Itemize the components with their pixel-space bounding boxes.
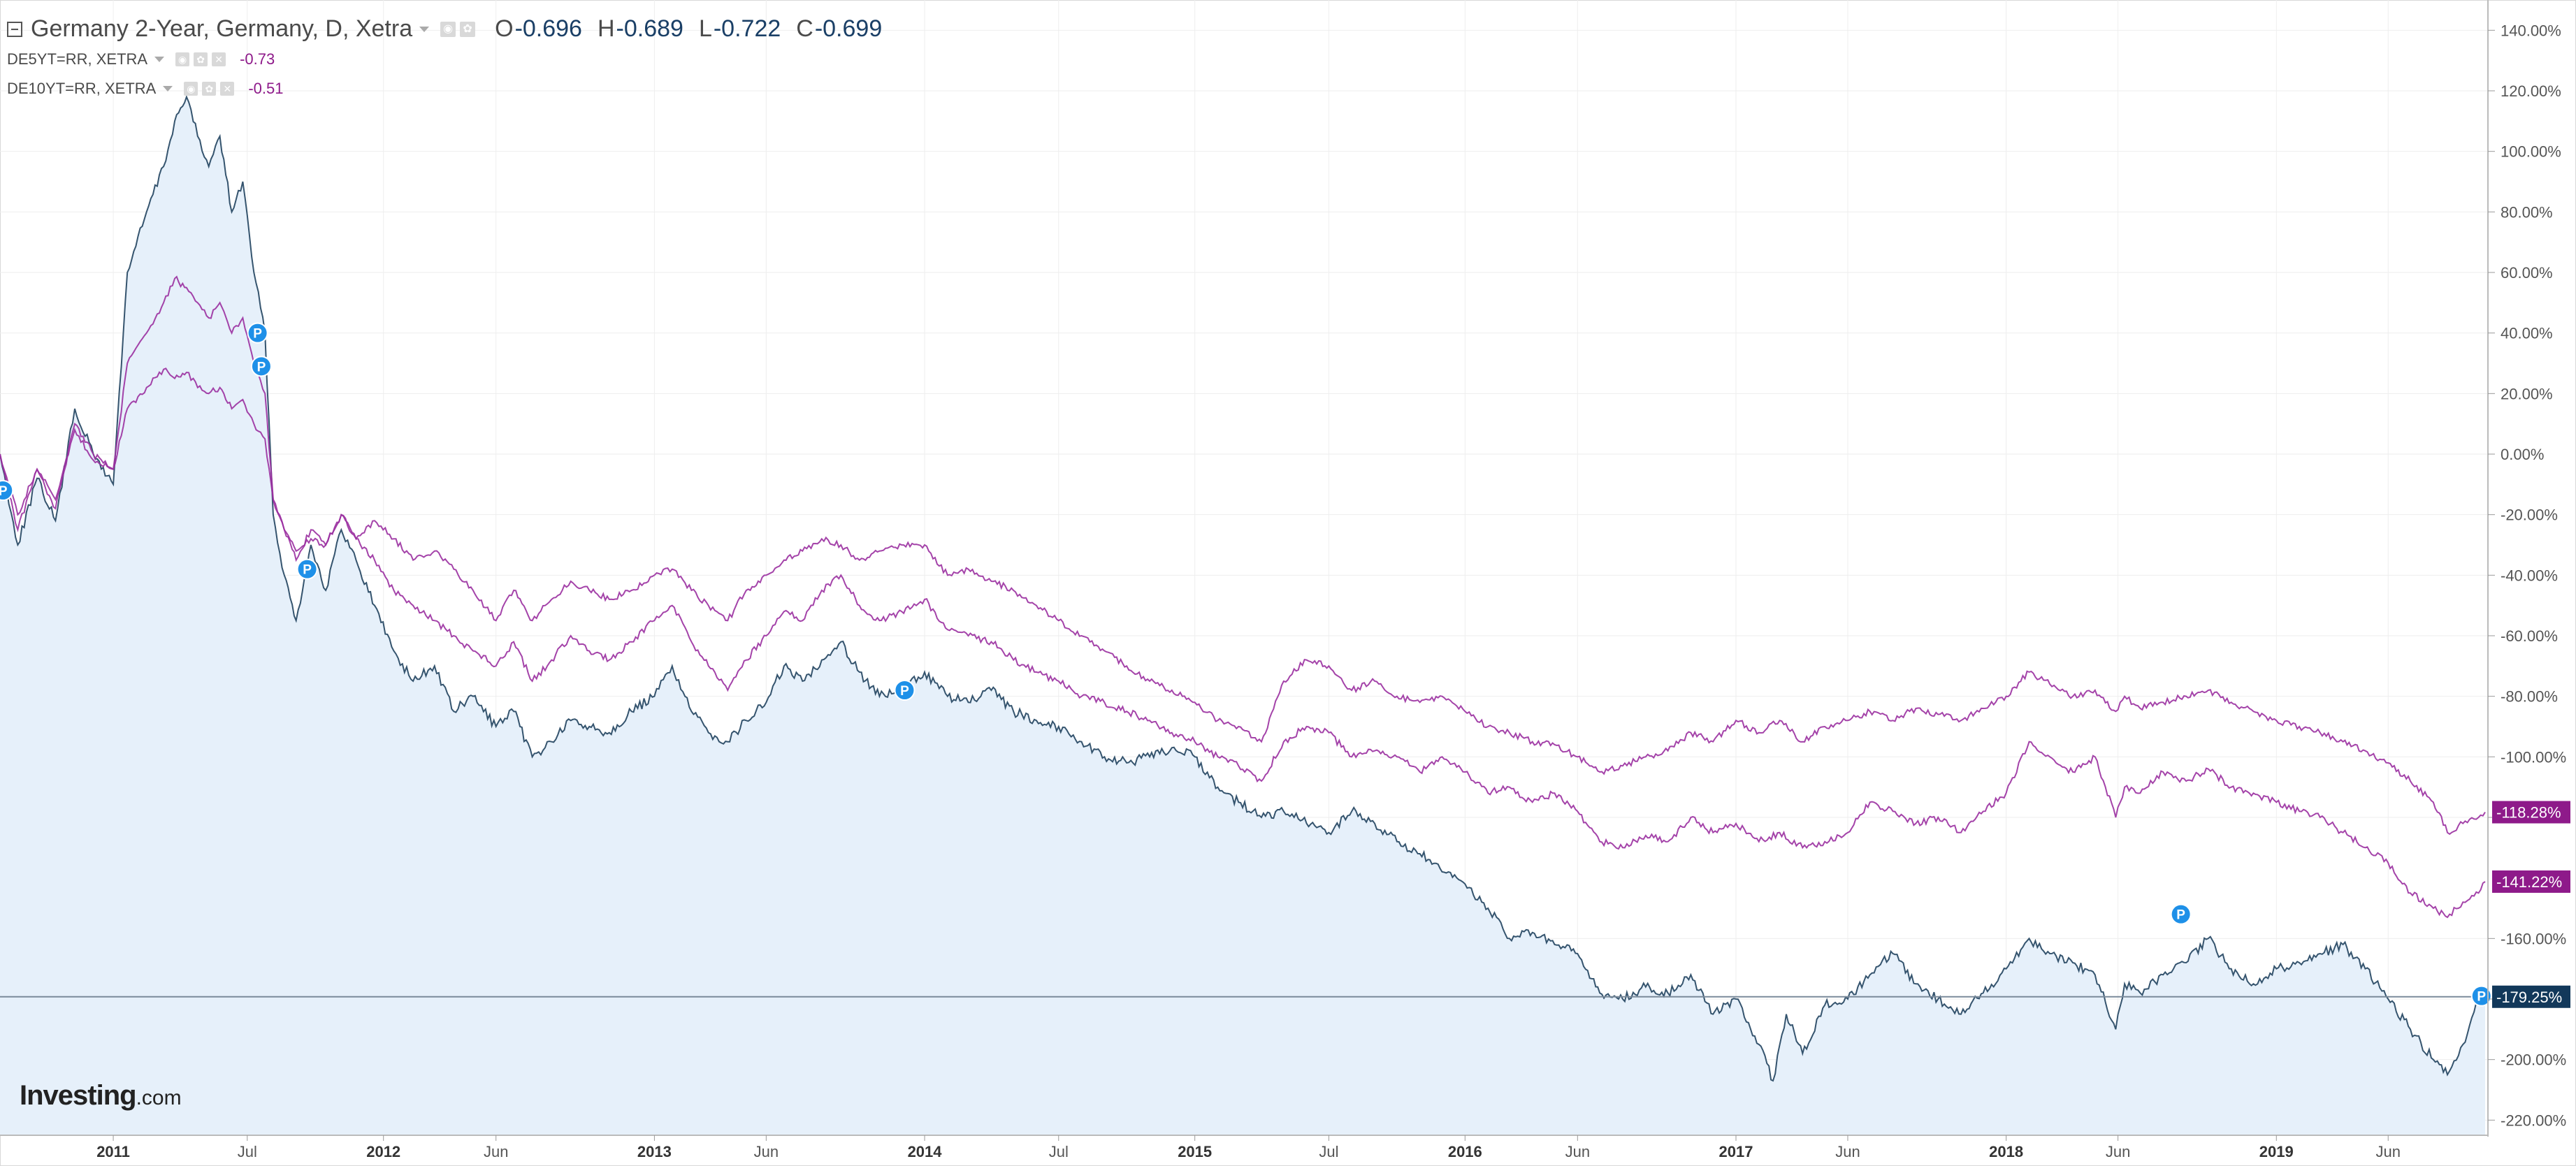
y-tick-label: -40.00% <box>2501 567 2558 584</box>
open-label: O <box>495 15 514 42</box>
event-marker-label: P <box>253 327 262 342</box>
x-tick-label: 2012 <box>366 1143 400 1160</box>
y-tick-label: -60.00% <box>2501 627 2558 645</box>
y-tick-label: -80.00% <box>2501 688 2558 706</box>
gear-icon[interactable]: ✿ <box>460 21 476 37</box>
event-marker-circle <box>247 322 268 344</box>
event-marker-label: P <box>303 563 312 578</box>
y-tick-label: 80.00% <box>2501 203 2553 221</box>
event-marker: P <box>250 356 272 377</box>
eye-icon[interactable]: ◉ <box>440 21 456 37</box>
y-tick-label: 60.00% <box>2501 264 2553 282</box>
gear-icon[interactable]: ✿ <box>202 82 217 96</box>
close-value: -0.699 <box>814 15 883 42</box>
chevron-down-icon[interactable] <box>419 26 430 32</box>
x-tick-label: Jun <box>1835 1143 1860 1160</box>
event-marker: P <box>2470 985 2492 1007</box>
event-marker: P <box>0 480 14 501</box>
y-tick-label: 140.00% <box>2501 22 2561 39</box>
compare-series-1-name[interactable]: DE5YT=RR, XETRA <box>7 50 148 68</box>
badge-label: -118.28% <box>2496 804 2561 822</box>
badge-bg <box>2492 801 2570 824</box>
y-tick-label: -100.00% <box>2501 748 2566 766</box>
event-marker: P <box>247 322 268 344</box>
y-tick-label: -160.00% <box>2501 930 2566 947</box>
x-tick-label: 2016 <box>1448 1143 1482 1160</box>
y-tick-label: 0.00% <box>2501 446 2544 463</box>
compare-series-1-legend[interactable]: DE5YT=RR, XETRA ◉ ✿ ✕ -0.73 <box>7 50 275 68</box>
event-marker-circle <box>2470 985 2492 1007</box>
main-series-last-value-badge: -179.25% <box>2492 985 2570 1008</box>
chevron-down-icon[interactable] <box>163 86 173 92</box>
high-label: H <box>597 15 615 42</box>
event-marker-label: P <box>257 360 266 374</box>
compare-series-2-line <box>0 367 2486 836</box>
event-marker-circle <box>250 356 272 377</box>
y-tick-label: -200.00% <box>2501 1051 2566 1069</box>
y-tick-label: -20.00% <box>2501 507 2558 524</box>
x-tick-label: Jul <box>1049 1143 1069 1160</box>
compare-series-2-last-value-badge: -118.28% <box>2492 801 2570 824</box>
collapse-legend-button[interactable] <box>7 21 22 37</box>
investing-logo: Investing.com <box>20 1080 182 1111</box>
main-series-area <box>0 96 2485 1136</box>
event-marker-circle <box>0 480 14 501</box>
compare-series-2-value: -0.51 <box>248 80 284 97</box>
close-icon[interactable]: ✕ <box>212 52 226 66</box>
badge-bg <box>2492 870 2570 893</box>
chevron-down-icon[interactable] <box>154 57 165 62</box>
y-tick-label: 40.00% <box>2501 325 2553 342</box>
close-label: C <box>796 15 813 42</box>
badge-bg <box>2492 985 2570 1008</box>
event-marker-label: P <box>2176 908 2185 923</box>
event-marker-circle <box>894 680 916 701</box>
x-tick-label: Jul <box>238 1143 257 1160</box>
open-value: -0.696 <box>514 15 582 42</box>
eye-icon[interactable]: ◉ <box>175 52 190 66</box>
x-tick-label: Jun <box>484 1143 508 1160</box>
event-marker: P <box>2170 903 2192 925</box>
main-series-line <box>0 94 2486 1082</box>
event-marker-label: P <box>2477 990 2486 1005</box>
compare-series-2-name[interactable]: DE10YT=RR, XETRA <box>7 80 157 97</box>
main-series-legend[interactable]: Germany 2-Year, Germany, D, Xetra ◉ ✿ O … <box>7 15 882 43</box>
compare-series-1-last-value-badge: -141.22% <box>2492 870 2570 893</box>
high-value: -0.689 <box>616 15 683 42</box>
event-marker-label: P <box>0 484 8 499</box>
compare-series-1-value: -0.73 <box>240 50 275 68</box>
eye-icon[interactable]: ◉ <box>184 82 198 96</box>
x-tick-label: 2017 <box>1719 1143 1753 1160</box>
compare-series-1-line <box>0 275 2486 919</box>
x-tick-label: 2018 <box>1989 1143 2023 1160</box>
y-tick-label: 100.00% <box>2501 143 2561 161</box>
x-tick-label: 2014 <box>908 1143 943 1160</box>
event-marker-circle <box>2170 903 2192 925</box>
y-tick-label: 20.00% <box>2501 385 2553 402</box>
badge-label: -141.22% <box>2496 873 2562 891</box>
x-tick-label: Jun <box>2106 1143 2130 1160</box>
x-tick-label: 2013 <box>637 1143 672 1160</box>
event-marker: P <box>296 558 318 580</box>
x-tick-label: Jun <box>2375 1143 2400 1160</box>
x-tick-label: 2015 <box>1178 1143 1212 1160</box>
event-marker-circle <box>296 558 318 580</box>
compare-series-2-legend[interactable]: DE10YT=RR, XETRA ◉ ✿ ✕ -0.51 <box>7 80 284 98</box>
close-icon[interactable]: ✕ <box>220 82 235 96</box>
x-tick-label: 2011 <box>96 1143 130 1160</box>
gear-icon[interactable]: ✿ <box>194 52 208 66</box>
event-marker-label: P <box>900 684 909 699</box>
badge-label: -179.25% <box>2496 989 2562 1006</box>
main-series-title[interactable]: Germany 2-Year, Germany, D, Xetra <box>31 15 413 42</box>
y-tick-label: -220.00% <box>2501 1112 2566 1129</box>
x-tick-label: Jun <box>754 1143 779 1160</box>
x-tick-label: Jun <box>1565 1143 1590 1160</box>
low-label: L <box>698 15 712 42</box>
event-marker: P <box>894 680 916 701</box>
x-tick-label: 2019 <box>2259 1143 2294 1160</box>
y-tick-label: 120.00% <box>2501 82 2561 100</box>
low-value: -0.722 <box>713 15 781 42</box>
x-tick-label: Jul <box>1319 1143 1338 1160</box>
